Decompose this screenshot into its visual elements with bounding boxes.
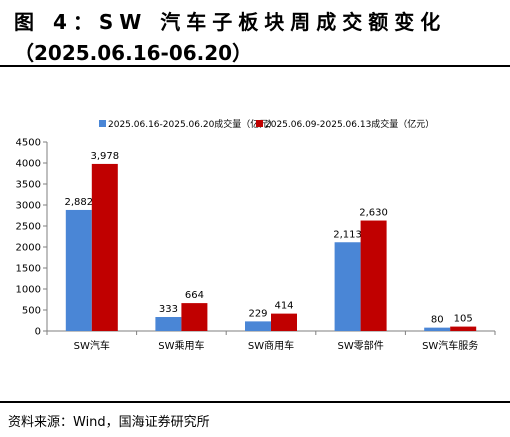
data-label: 2,630 [359, 208, 388, 219]
chart-title: 图 4：SW 汽车子板块周成交额变化 [14, 10, 447, 34]
data-label: 80 [431, 315, 444, 326]
data-label: 105 [454, 314, 473, 325]
y-tick-label: 4000 [16, 159, 41, 170]
y-tick-label: 500 [22, 306, 41, 317]
data-label: 2,882 [64, 197, 93, 208]
y-tick-label: 3000 [16, 201, 41, 212]
bar-chart: 2025.06.16-2025.06.20成交量（亿元）2025.06.09-2… [16, 118, 496, 352]
x-axis: SW汽车 SW乘用车 SW商用车 SW零部件 SW汽车服务 [46, 330, 496, 352]
bottom-rule [0, 401, 510, 403]
legend-swatch [256, 120, 263, 127]
chart-subtitle: （2025.06.16-06.20） [14, 41, 253, 65]
bar [450, 326, 477, 331]
data-label: 3,978 [90, 151, 119, 162]
y-tick-label: 2500 [16, 222, 41, 233]
legend: 2025.06.16-2025.06.20成交量（亿元）2025.06.09-2… [99, 118, 434, 130]
y-tick-label: 1500 [16, 264, 41, 275]
x-tick-label: SW汽车 [74, 339, 110, 352]
legend-swatch [99, 120, 106, 127]
top-rule [0, 65, 510, 67]
bar [424, 327, 451, 331]
bar [65, 209, 92, 331]
bar [91, 163, 118, 331]
x-tick-label: SW汽车服务 [422, 339, 478, 352]
legend-label: 2025.06.09-2025.06.13成交量（亿元） [265, 118, 434, 130]
bars: 2,882 333 229 2,113 80 3,978 664 414 2,630 105 [64, 151, 477, 331]
legend-label: 2025.06.16-2025.06.20成交量（亿元） [108, 118, 277, 130]
data-label: 333 [159, 304, 178, 315]
bar [181, 303, 208, 331]
data-label: 414 [274, 301, 293, 312]
x-tick-label: SW商用车 [248, 339, 294, 352]
bar [245, 321, 271, 331]
y-tick-label: 4500 [16, 138, 41, 149]
x-tick-label: SW乘用车 [158, 339, 204, 352]
y-axis: 0 500 1000 1500 2000 2500 3000 3500 4000 4500 [16, 138, 48, 338]
data-label: 2,113 [333, 229, 362, 240]
bar [155, 317, 182, 331]
source-note: 资料来源：Wind，国海证券研究所 [8, 415, 210, 430]
y-tick-label: 0 [35, 327, 41, 338]
x-tick-label: SW零部件 [337, 339, 383, 352]
bar [271, 313, 297, 331]
y-tick-label: 1000 [16, 285, 41, 296]
bar [334, 242, 361, 331]
data-label: 664 [185, 290, 204, 301]
data-label: 229 [248, 308, 267, 319]
y-tick-label: 2000 [16, 243, 41, 254]
y-tick-label: 3500 [16, 180, 41, 191]
bar [360, 220, 387, 331]
